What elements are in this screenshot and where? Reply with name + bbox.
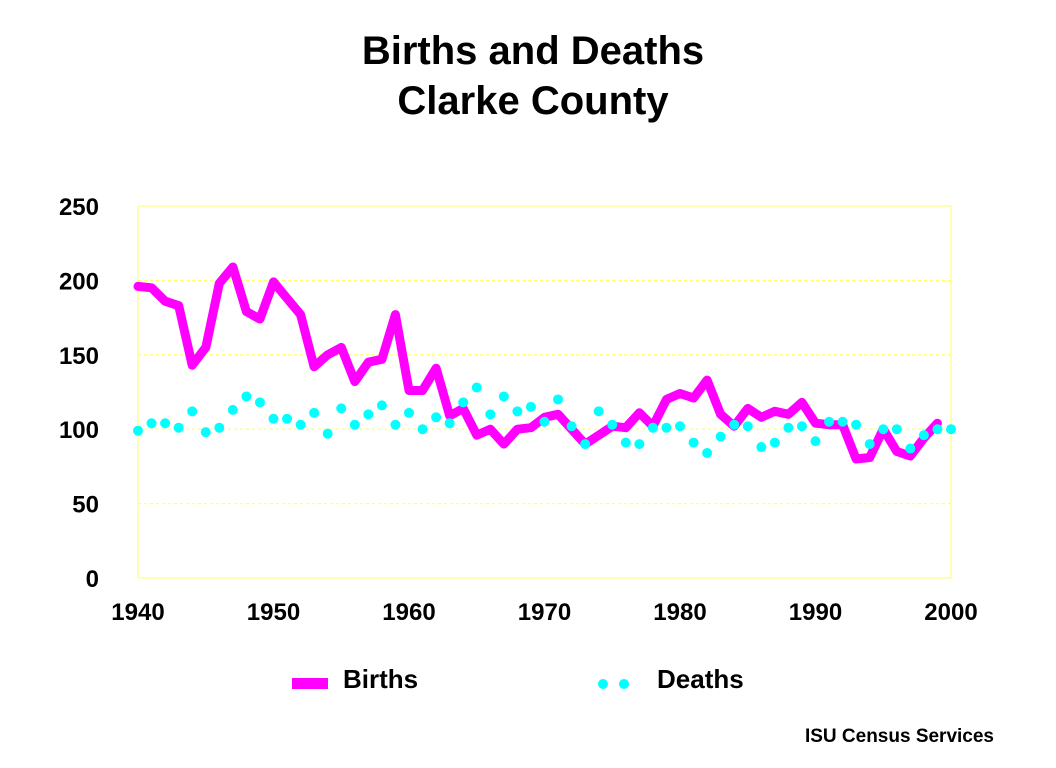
deaths-point <box>525 401 536 412</box>
deaths-point <box>688 437 699 448</box>
deaths-point <box>742 421 753 432</box>
deaths-point <box>946 424 956 435</box>
deaths-point <box>498 391 509 402</box>
deaths-point <box>580 439 591 450</box>
y-tick-label: 150 <box>59 343 99 370</box>
source-credit: ISU Census Services <box>804 726 994 747</box>
deaths-point <box>566 421 577 432</box>
deaths-point <box>783 422 794 433</box>
deaths-point <box>891 424 902 435</box>
deaths-point <box>647 422 658 433</box>
deaths-point <box>376 400 387 411</box>
deaths-point <box>918 430 929 441</box>
deaths-point <box>241 391 252 402</box>
y-tick-label: 50 <box>72 492 99 519</box>
deaths-point <box>824 416 835 427</box>
deaths-point <box>133 425 143 436</box>
deaths-point <box>444 418 455 429</box>
deaths-point <box>309 407 320 418</box>
deaths-point <box>268 413 279 424</box>
deaths-point <box>729 419 740 430</box>
deaths-point <box>187 406 198 417</box>
deaths-point <box>932 424 943 435</box>
chart-title: Births and Deaths Clarke County <box>0 26 1056 126</box>
deaths-point <box>878 424 889 435</box>
deaths-point <box>431 412 442 423</box>
deaths-point <box>417 424 428 435</box>
deaths-point <box>254 397 265 408</box>
deaths-point <box>756 442 767 453</box>
deaths-point <box>769 437 780 448</box>
deaths-point <box>553 394 564 405</box>
deaths-point <box>173 422 184 433</box>
deaths-point <box>390 419 401 430</box>
births-line <box>133 262 942 464</box>
x-tick-label: 1940 <box>111 599 164 626</box>
deaths-point <box>282 413 293 424</box>
legend-deaths-swatch <box>619 679 629 689</box>
deaths-point <box>837 416 848 427</box>
deaths-point <box>620 437 631 448</box>
x-tick-label: 1990 <box>789 599 842 626</box>
deaths-point <box>146 418 157 429</box>
deaths-point <box>661 422 672 433</box>
deaths-point <box>634 439 645 450</box>
deaths-point <box>864 439 875 450</box>
y-tick-label: 250 <box>59 194 99 221</box>
legend-deaths-label: Deaths <box>657 664 744 694</box>
plot-frame <box>137 205 952 579</box>
x-tick-label: 1960 <box>382 599 435 626</box>
y-tick-label: 200 <box>59 268 99 295</box>
deaths-point <box>295 419 306 430</box>
deaths-point <box>512 406 523 417</box>
deaths-point <box>675 421 685 432</box>
deaths-point <box>810 436 821 447</box>
deaths-point <box>404 407 414 418</box>
x-tick-label: 2000 <box>924 599 977 626</box>
deaths-point <box>349 419 360 430</box>
deaths-point <box>607 419 618 430</box>
y-tick-label: 0 <box>86 566 99 593</box>
deaths-point <box>485 409 496 420</box>
deaths-point <box>471 382 482 393</box>
y-tick-label: 100 <box>59 417 99 444</box>
deaths-point <box>539 416 550 427</box>
deaths-point <box>905 443 916 454</box>
deaths-point <box>593 406 604 417</box>
legend-births-label: Births <box>343 664 418 694</box>
x-tick-label: 1970 <box>518 599 571 626</box>
legend-deaths-swatch <box>598 679 608 689</box>
deaths-point <box>200 427 211 438</box>
deaths-point <box>214 422 225 433</box>
chart-title-line2: Clarke County <box>397 79 669 123</box>
x-tick-label: 1950 <box>247 599 300 626</box>
chart-title-line1: Births and Deaths <box>361 29 705 73</box>
deaths-point <box>458 397 469 408</box>
deaths-point <box>796 421 807 432</box>
deaths-point <box>702 448 713 459</box>
deaths-point <box>227 404 238 415</box>
legend-births-swatch <box>292 678 328 689</box>
deaths-point <box>322 428 333 439</box>
x-tick-label: 1980 <box>653 599 706 626</box>
deaths-point <box>851 419 862 430</box>
deaths-point <box>715 431 726 442</box>
deaths-point <box>363 409 374 420</box>
deaths-point <box>160 418 171 429</box>
deaths-point <box>336 403 347 414</box>
